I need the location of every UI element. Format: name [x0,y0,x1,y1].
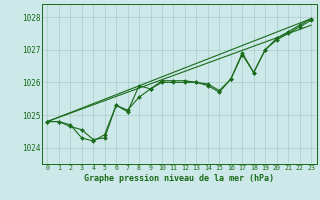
X-axis label: Graphe pression niveau de la mer (hPa): Graphe pression niveau de la mer (hPa) [84,174,274,183]
